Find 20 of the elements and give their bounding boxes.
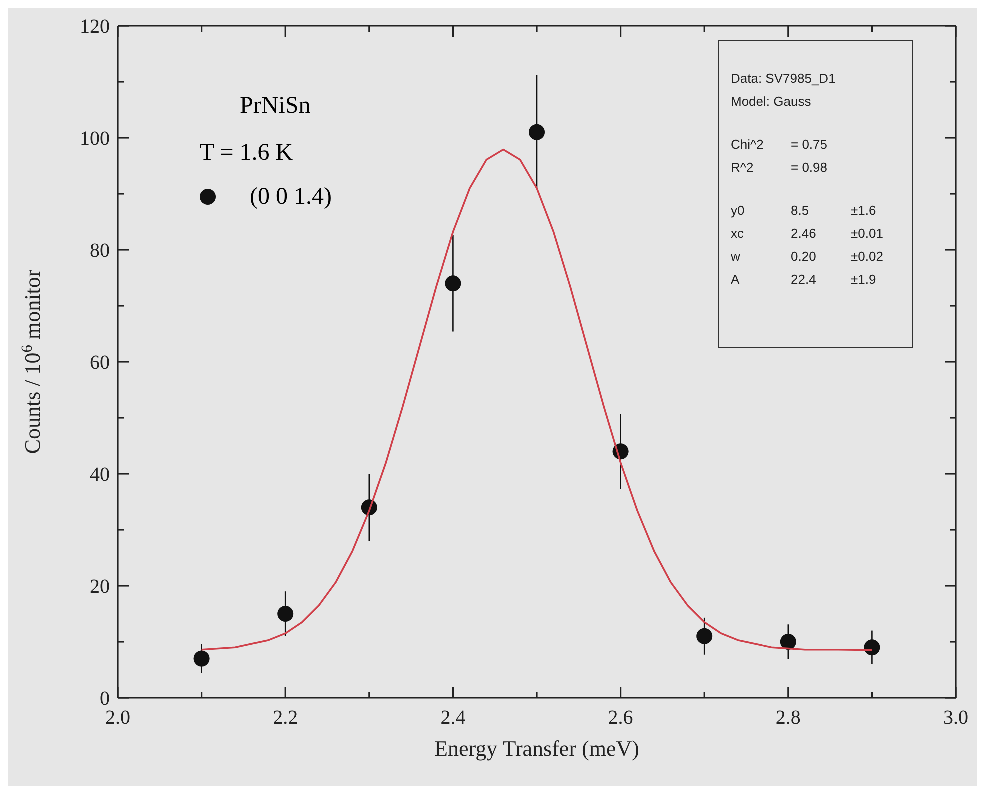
fit-results-box: Data: SV7985_D1 Model: Gauss Chi^2 = 0.75 R^2 = 0.98 y0 8.5 ±1.6 xc 2.46 ±0.01 w 0.20 ±0.02 A 22.4 ±1.9	[718, 40, 913, 348]
x-tick-label: 2.0	[106, 707, 130, 729]
x-tick-label: 2.8	[776, 707, 801, 729]
y-tick-label: 60	[90, 352, 110, 374]
y-tick-label: 80	[90, 240, 110, 262]
x-tick-label: 3.0	[944, 707, 968, 729]
y-tick-label: 120	[80, 16, 110, 38]
x-axis-title: Energy Transfer (meV)	[434, 736, 640, 761]
x-tick-label: 2.2	[273, 707, 298, 729]
y-tick-label: 100	[80, 128, 110, 150]
annotation: Data: SV7985_D1	[731, 71, 836, 88]
y-tick-label: 0	[100, 688, 110, 710]
y-tick-label: 20	[90, 576, 110, 598]
x-tick-label: 2.6	[608, 707, 634, 729]
annotation: PrNiSn	[239, 92, 312, 121]
legend-label: (0 0 1.4)	[250, 183, 332, 212]
annotation: T = 1.6 K	[199, 139, 294, 168]
annotation: Model: Gauss	[731, 94, 812, 111]
x-tick-label: 2.4	[440, 707, 466, 729]
y-tick-label: 40	[90, 464, 110, 486]
